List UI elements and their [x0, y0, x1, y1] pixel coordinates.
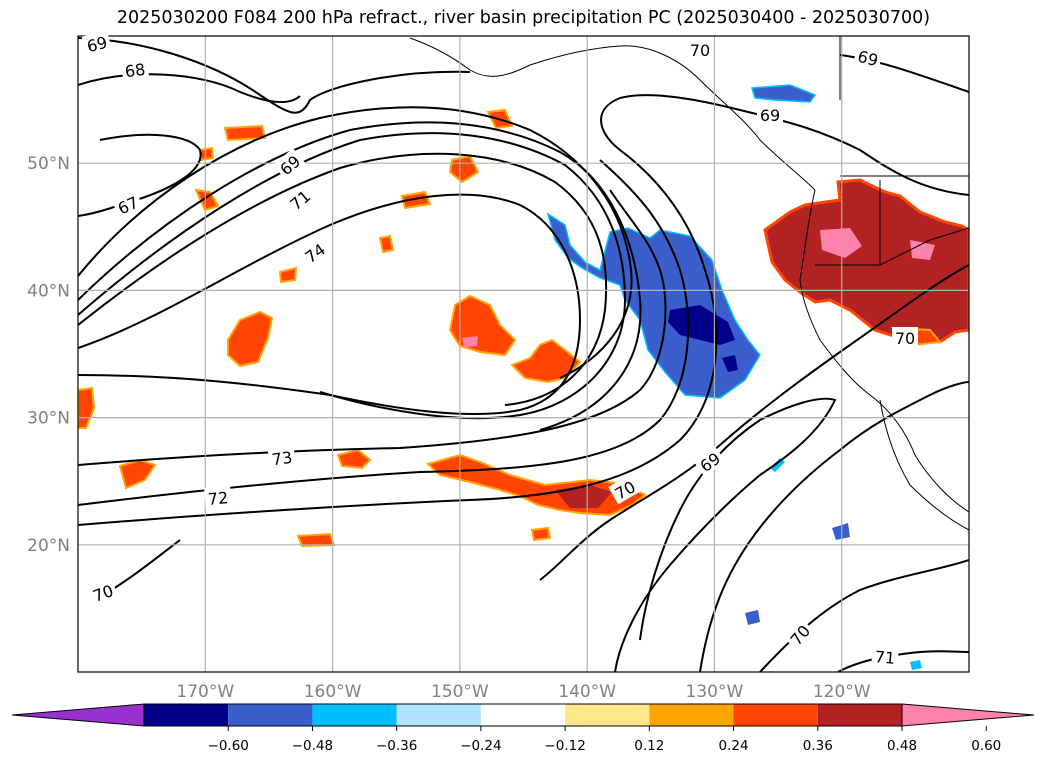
contour-line [78, 159, 690, 506]
colorbar: −0.60 −0.48 −0.36 −0.24 −0.12 0.12 0.24 0.36 0.4… [11, 703, 1035, 754]
precip-positive-small-11 [278, 266, 298, 284]
contour-line [78, 94, 969, 526]
lat-tick-label: 40°N [27, 281, 70, 301]
contour-label: 69 [85, 33, 110, 57]
contour-line [759, 559, 969, 672]
contour-line [78, 193, 582, 416]
colorbar-tick-label: 0.60 [971, 738, 1001, 754]
precip-darkred-jet [555, 485, 612, 508]
precip-negative-small-2 [745, 610, 760, 625]
precip-positive-small-5 [336, 448, 372, 470]
map-frame [77, 35, 970, 673]
precip-negative-small-1 [832, 523, 850, 540]
contour-label: 69 [856, 47, 881, 71]
precip-positive-west-us [763, 178, 969, 344]
contour-line [78, 152, 608, 406]
contour-line [699, 381, 969, 672]
contour-line [614, 397, 837, 672]
contour-layer [78, 37, 969, 672]
contour-line [78, 121, 642, 431]
colorbar-tick-label: 0.36 [803, 738, 833, 754]
grid-layer [78, 36, 969, 672]
contour-label: 73 [271, 448, 294, 470]
precip-positive-small-6 [118, 458, 157, 490]
precip-positive-small-9 [198, 146, 215, 162]
state-border-3 [879, 227, 969, 266]
precip-positive-small-2 [448, 154, 480, 184]
lon-tick-label: 130°W [686, 682, 744, 702]
colorbar-extend-high [901, 703, 1035, 727]
contour-line [78, 73, 301, 103]
contour-line [539, 264, 969, 581]
alaska-coast [409, 37, 816, 191]
contour-line [78, 189, 667, 466]
contour-label: 74 [301, 240, 329, 267]
colorbar-box [480, 704, 566, 726]
precip-positive-small-10 [378, 234, 395, 254]
lon-tick-label: 160°W [304, 682, 362, 702]
colorbar-extend-low [11, 703, 145, 727]
precip-fill-layer [78, 84, 969, 670]
axis-label-layer: 50°N 40°N 30°N 20°N 170°W 160°W 150°W 140°W 130°… [27, 154, 871, 702]
colorbar-frame [143, 703, 903, 727]
lat-tick-label: 30°N [27, 409, 70, 429]
precip-pink-central [462, 336, 478, 347]
colorbar-tick-label: −0.12 [544, 738, 585, 754]
lon-tick-label: 140°W [558, 682, 616, 702]
contour-label: 68 [124, 60, 147, 82]
colorbar-tick-label: −0.36 [376, 738, 417, 754]
contour-line [839, 54, 969, 93]
colorbar-box [817, 704, 902, 726]
colorbar-box [565, 704, 650, 726]
contour-label: 70 [787, 621, 815, 649]
colorbar-box [649, 704, 734, 726]
precip-negative-region [546, 212, 761, 399]
baja-coast [879, 399, 969, 531]
contour-line [837, 650, 969, 672]
lon-tick-label: 150°W [431, 682, 489, 702]
coastline-layer [409, 36, 969, 531]
contour-label: 69 [760, 106, 780, 125]
us-west-coast [799, 189, 969, 513]
precip-pink-area-2 [910, 240, 935, 260]
map-title: 2025030200 F084 200 hPa refract., river … [116, 8, 931, 28]
colorbar-box [312, 704, 397, 726]
contour-line [78, 133, 202, 217]
precip-positive-small-12 [530, 526, 552, 542]
colorbar-tick-label: 0.24 [719, 738, 749, 754]
colorbar-box [228, 704, 313, 726]
precip-negative-small-4 [910, 660, 922, 670]
precip-positive-central-2 [510, 338, 582, 384]
precip-negative-bc [751, 84, 817, 103]
contour-line [78, 37, 471, 114]
colorbar-tick-label: 0.12 [634, 738, 664, 754]
contour-label: 71 [286, 187, 314, 215]
precip-positive-small-4 [400, 190, 432, 210]
contour-label: 72 [207, 488, 229, 509]
contour-label: 70 [690, 41, 710, 60]
lon-tick-label: 170°W [176, 682, 234, 702]
precip-positive-west-2 [78, 386, 96, 429]
lat-tick-label: 20°N [27, 536, 70, 556]
lon-tick-label: 120°W [813, 682, 871, 702]
contour-label: 71 [874, 647, 896, 668]
colorbar-box [396, 704, 481, 726]
colorbar-tick-label: −0.60 [208, 738, 249, 754]
contour-line [78, 106, 633, 379]
contour-label: 70 [895, 329, 915, 348]
lat-tick-label: 50°N [27, 154, 70, 174]
precip-negative-small-3 [770, 458, 785, 472]
colorbar-box [733, 704, 818, 726]
colorbar-box [144, 704, 229, 726]
precip-strong-negative-2 [722, 355, 738, 372]
precip-pink-area-1 [820, 228, 862, 258]
colorbar-tick-label: −0.24 [460, 738, 501, 754]
colorbar-tick-label: −0.48 [292, 738, 333, 754]
precip-positive-small-1 [223, 124, 267, 142]
precip-positive-west-1 [227, 310, 274, 368]
precip-strong-negative [668, 305, 735, 345]
colorbar-tick-label: 0.48 [887, 738, 917, 754]
